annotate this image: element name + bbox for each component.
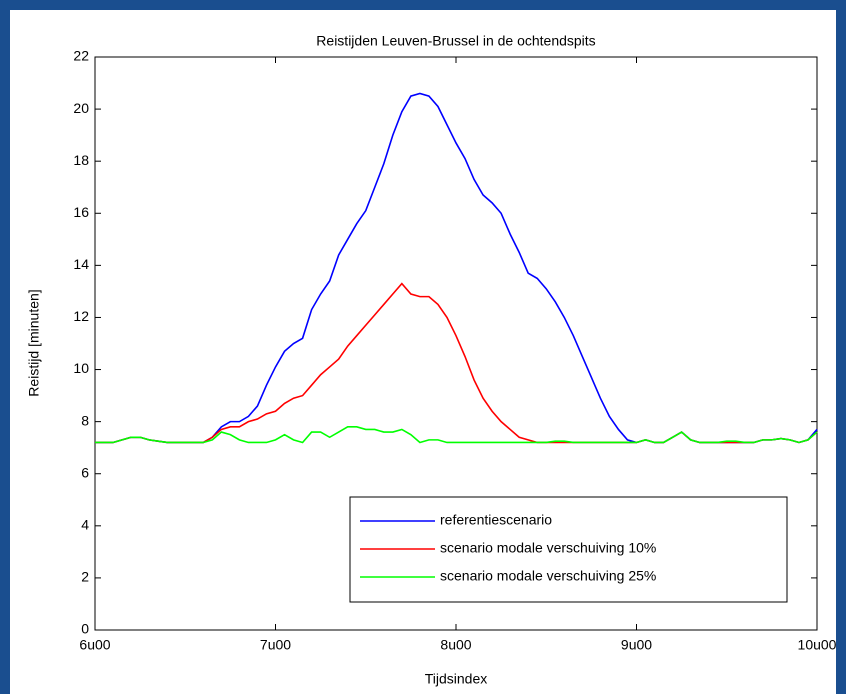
- y-tick-label: 10: [73, 360, 89, 376]
- legend-label: referentiescenario: [440, 512, 552, 528]
- y-tick-label: 6: [81, 464, 89, 480]
- y-tick-label: 2: [81, 569, 89, 585]
- chart-title: Reistijden Leuven-Brussel in de ochtends…: [316, 33, 595, 49]
- x-tick-label: 10u00: [798, 637, 836, 653]
- legend-label: scenario modale verschuiving 10%: [440, 540, 656, 556]
- x-tick-label: 9u00: [621, 637, 652, 653]
- y-tick-label: 16: [73, 204, 89, 220]
- y-tick-label: 4: [81, 517, 89, 533]
- chart: Reistijden Leuven-Brussel in de ochtends…: [10, 10, 836, 694]
- y-tick-label: 22: [73, 48, 89, 64]
- x-axis-label: Tijdsindex: [425, 671, 488, 687]
- y-tick-label: 20: [73, 100, 89, 116]
- legend-label: scenario modale verschuiving 25%: [440, 568, 656, 584]
- y-tick-label: 14: [73, 256, 89, 272]
- y-tick-label: 18: [73, 152, 89, 168]
- y-tick-label: 0: [81, 621, 89, 637]
- series-line: [95, 426, 818, 444]
- x-tick-label: 7u00: [260, 637, 291, 653]
- x-tick-label: 6u00: [79, 637, 110, 653]
- y-axis-label: Reistijd [minuten]: [26, 289, 42, 396]
- y-tick-label: 8: [81, 412, 89, 428]
- x-tick-label: 8u00: [440, 637, 471, 653]
- y-tick-label: 12: [73, 308, 89, 324]
